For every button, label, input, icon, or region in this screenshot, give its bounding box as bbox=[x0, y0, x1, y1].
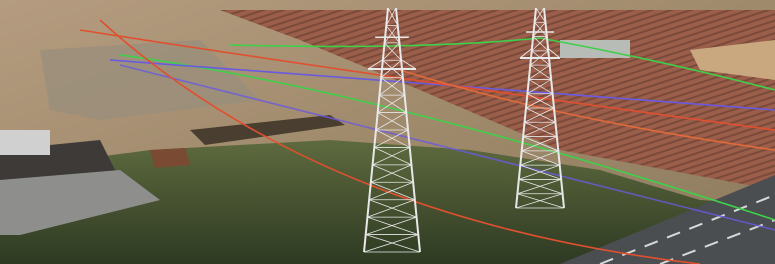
debris bbox=[150, 148, 190, 168]
building bbox=[0, 130, 50, 155]
aerial-scene bbox=[0, 0, 775, 264]
page: (() => { const ns = 'http://www.w3.org/2… bbox=[0, 0, 775, 264]
